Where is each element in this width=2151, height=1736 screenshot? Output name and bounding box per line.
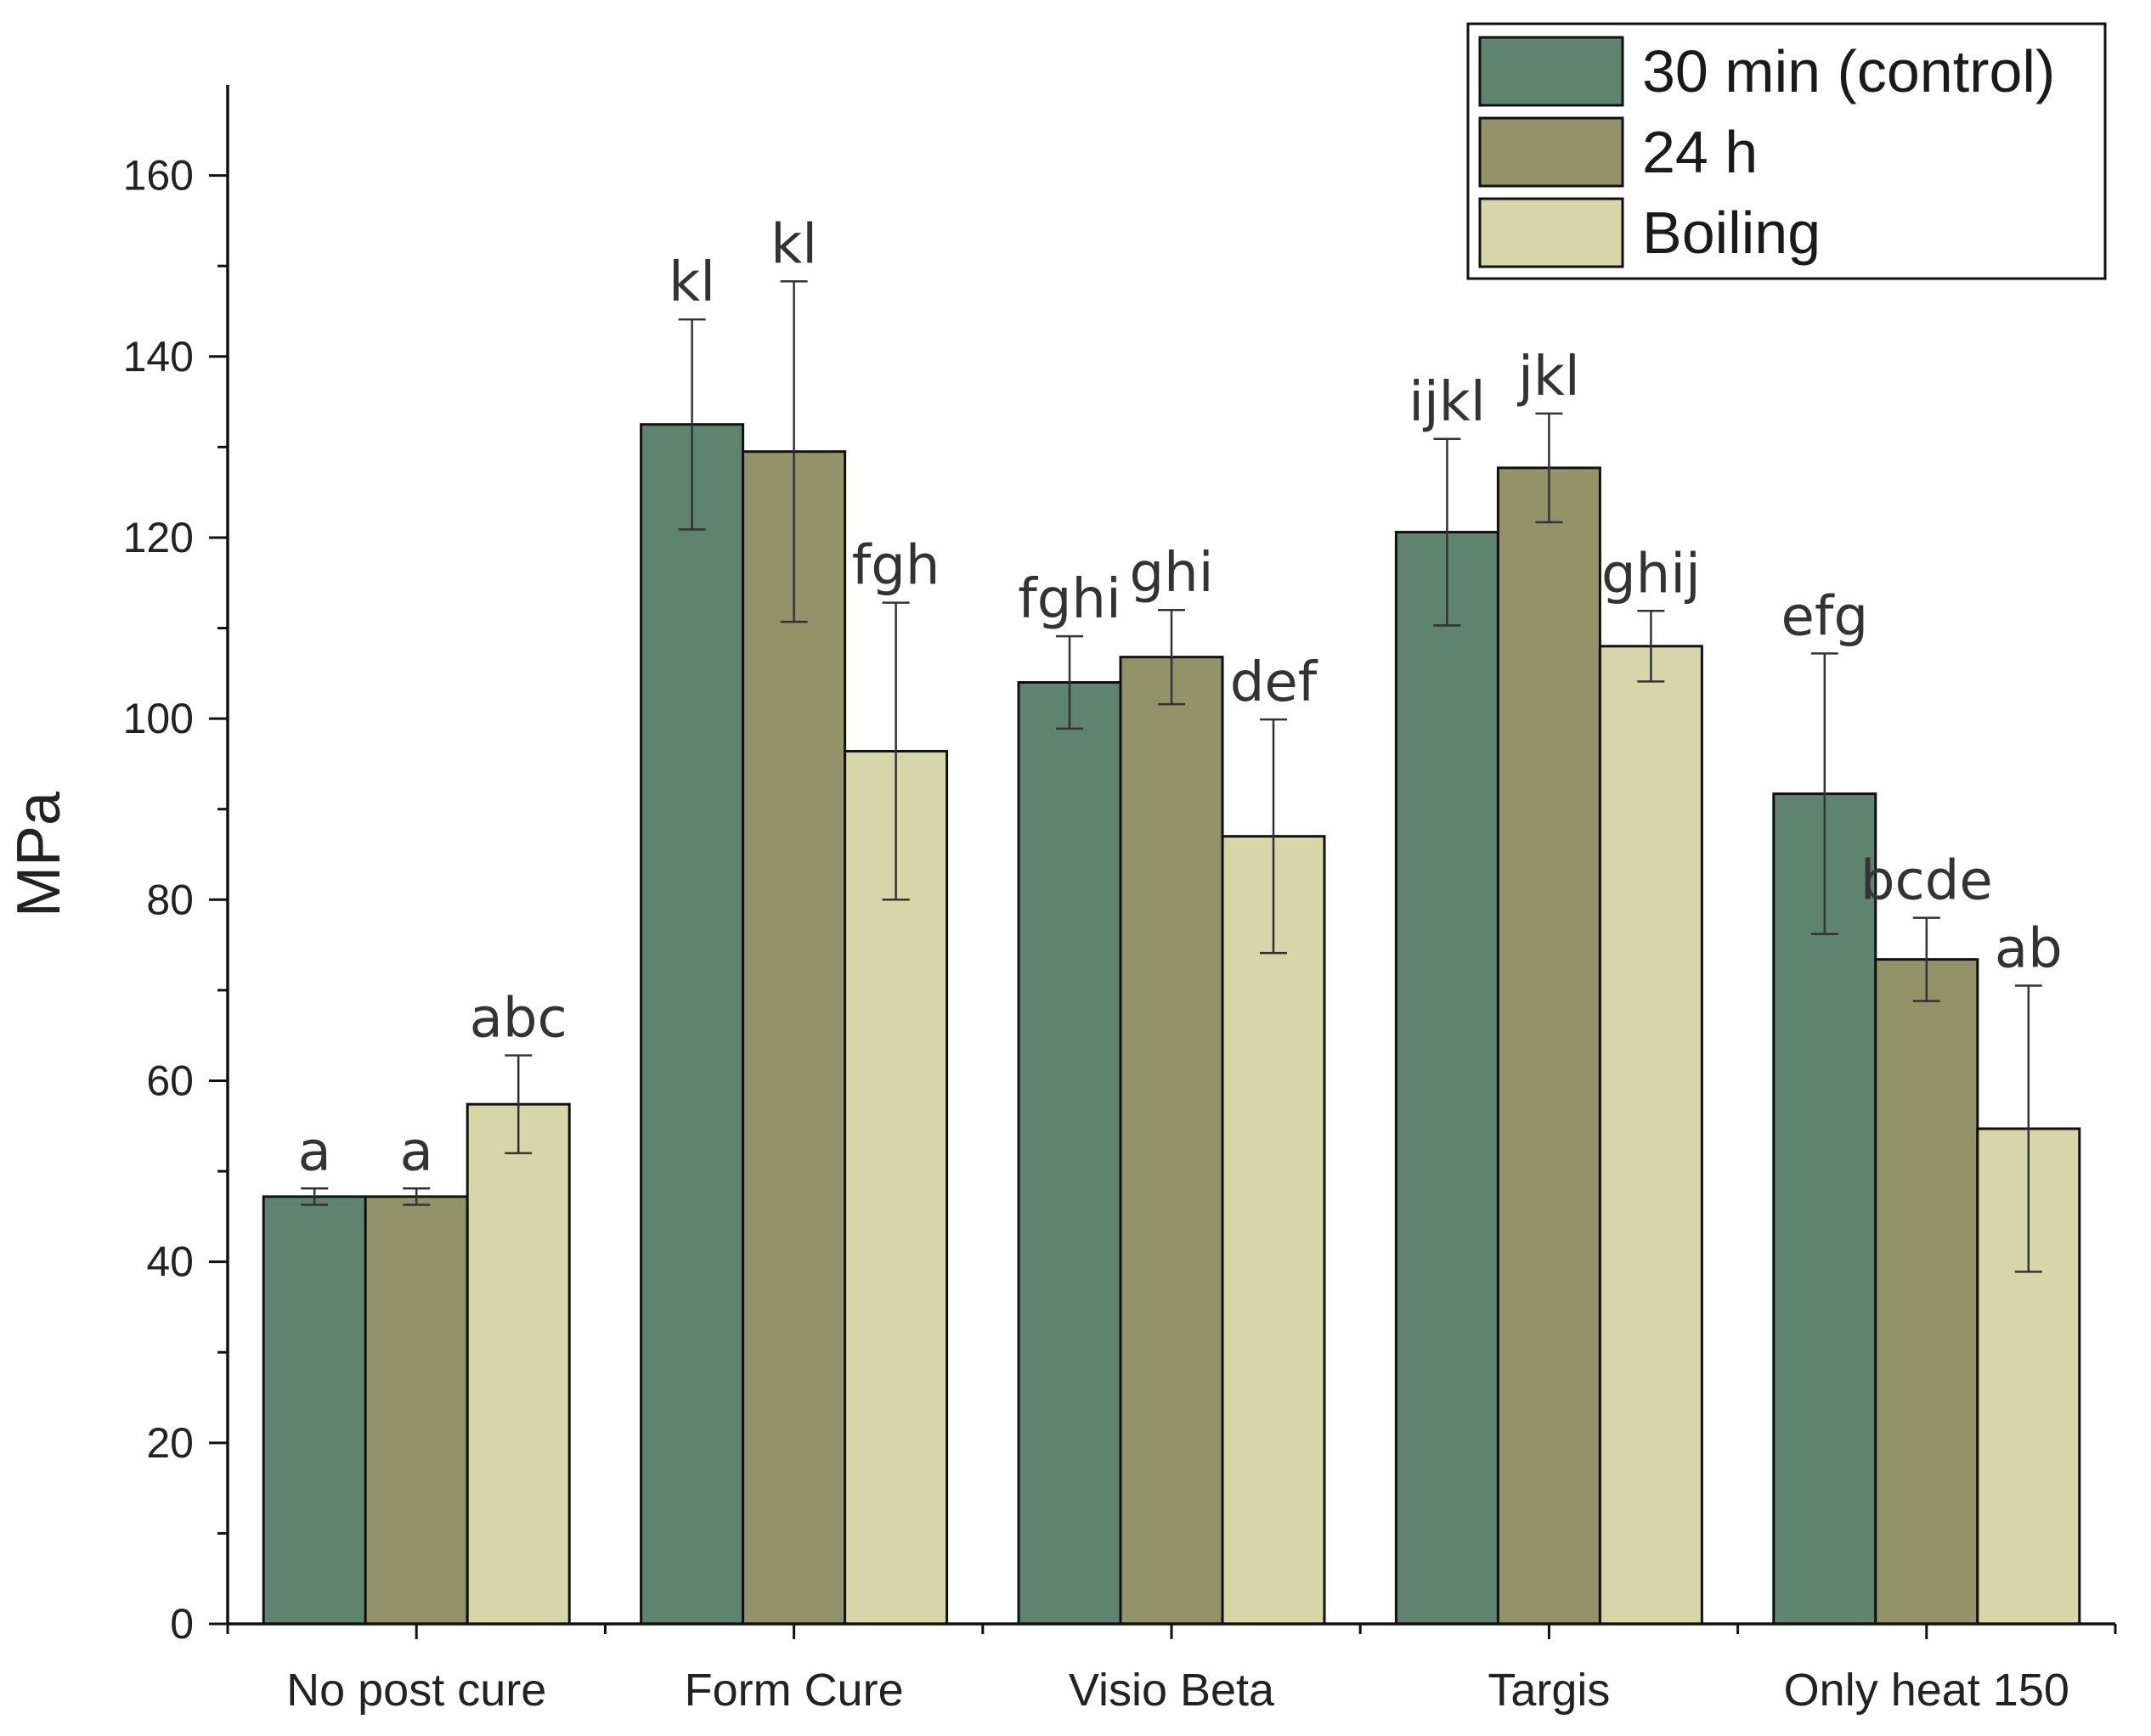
bar-0-0 <box>262 1195 367 1626</box>
significance-label-0-0: a <box>298 1120 331 1183</box>
x-tick-label-0: No post cure <box>286 1665 546 1716</box>
significance-label-2-0: fghi <box>1018 568 1121 631</box>
significance-label-4-0: efg <box>1781 585 1869 648</box>
y-tick-label-3: 60 <box>146 1057 194 1104</box>
legend-swatch-0 <box>1478 36 1624 107</box>
bar-0-2 <box>466 1102 571 1626</box>
significance-label-0-1: a <box>400 1120 433 1183</box>
bar-4-1 <box>1874 958 1979 1626</box>
significance-label-1-2: fgh <box>852 535 940 598</box>
significance-label-2-2: def <box>1230 651 1318 714</box>
significance-label-1-0: kl <box>669 251 715 314</box>
legend-swatch-2 <box>1478 197 1624 268</box>
legend-label-1: 24 h <box>1642 119 1758 185</box>
bar-3-1 <box>1496 466 1601 1626</box>
y-tick-label-0: 0 <box>170 1600 194 1648</box>
significance-label-2-1: ghi <box>1130 542 1214 605</box>
significance-label-1-1: kl <box>771 213 817 276</box>
y-tick-label-4: 80 <box>146 876 194 923</box>
bar-2-0 <box>1017 680 1122 1626</box>
bar-2-1 <box>1119 656 1224 1626</box>
x-tick-label-1: Form Cure <box>685 1665 904 1716</box>
legend-swatch-1 <box>1478 116 1624 188</box>
y-tick-label-5: 100 <box>123 695 194 742</box>
legend-label-0: 30 min (control) <box>1642 38 2055 104</box>
significance-label-3-0: ijkl <box>1409 371 1485 434</box>
y-tick-label-6: 120 <box>123 514 194 561</box>
significance-label-4-2: ab <box>1995 918 2063 981</box>
legend: 30 min (control) 24 h Boiling <box>1466 22 2107 280</box>
legend-label-2: Boiling <box>1642 200 1821 266</box>
significance-label-4-1: bcde <box>1860 850 1993 913</box>
x-tick-label-2: Visio Beta <box>1069 1665 1275 1716</box>
y-tick-label-7: 140 <box>123 333 194 380</box>
bar-0-1 <box>364 1195 469 1626</box>
bar-3-0 <box>1394 531 1499 1626</box>
bar-1-1 <box>742 450 847 1626</box>
bar-2-2 <box>1221 835 1326 1626</box>
y-tick-label-8: 160 <box>123 152 194 200</box>
bar-3-2 <box>1598 645 1703 1626</box>
y-tick-label-2: 40 <box>146 1238 194 1286</box>
y-axis-title: MPa <box>5 791 73 917</box>
x-tick-label-3: Targis <box>1488 1665 1610 1716</box>
significance-label-0-2: abc <box>470 988 567 1051</box>
significance-label-3-1: jkl <box>1516 346 1580 409</box>
y-tick-label-1: 20 <box>146 1419 194 1467</box>
significance-label-3-2: ghij <box>1601 543 1701 606</box>
x-tick-label-4: Only heat 150 <box>1784 1665 2069 1716</box>
axes: No post cure Form Cure Visio Beta Targis Onl… <box>5 85 2117 1716</box>
bar-1-0 <box>640 423 745 1626</box>
